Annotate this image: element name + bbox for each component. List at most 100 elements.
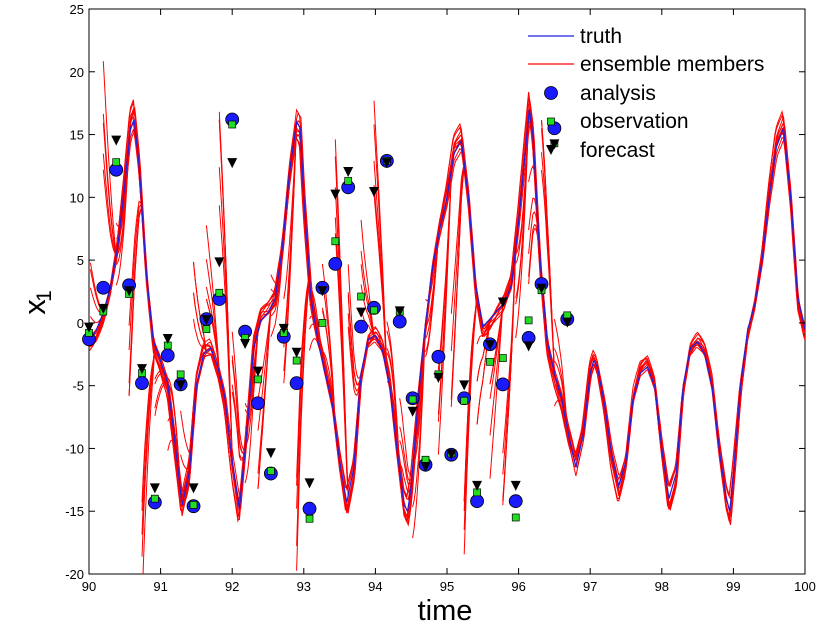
y-tick-label: 10 (70, 190, 84, 205)
ensemble-branch-line (399, 440, 414, 485)
observation-point (357, 292, 365, 301)
ensemble-branch-line (373, 193, 388, 372)
observation-point (292, 356, 301, 365)
forecast-point (510, 480, 521, 491)
legend-label-forecast: forecast (580, 139, 655, 162)
ensemble-branch-line (360, 219, 375, 337)
ensemble-branch-line (347, 326, 362, 397)
observation-point (331, 237, 340, 246)
ensemble-branch-line (244, 331, 259, 484)
ensemble-branch-line (142, 345, 156, 574)
forecast-point (149, 483, 160, 494)
ensemble-branch-line (205, 225, 220, 374)
ensemble-branch-line (489, 305, 504, 436)
ensemble-branch-line (193, 262, 207, 352)
forecast-point (330, 189, 341, 200)
analysis-point (392, 314, 407, 329)
ensemble-branch-line (141, 345, 156, 557)
ensemble-branch-line (399, 398, 414, 478)
ensemble-branch-line (218, 205, 233, 462)
legend-marker-observation (547, 117, 555, 126)
forecast-point (188, 483, 199, 494)
ensemble-member-line (89, 91, 805, 523)
observation-point (176, 370, 185, 379)
observation-point (151, 494, 159, 503)
forecast-point (343, 166, 354, 177)
observation-point (305, 514, 314, 523)
ensemble-branch-line (360, 250, 375, 337)
x-tick-label: 90 (82, 579, 96, 594)
ensemble-branch-line (489, 305, 504, 399)
ensemble-branch-line (450, 163, 465, 400)
observation-point (460, 396, 469, 405)
ensemble-branch-line (102, 153, 117, 256)
analysis-point (289, 376, 304, 391)
forecast-point (407, 406, 418, 417)
forecast-point (111, 135, 122, 146)
forecast-point (240, 338, 251, 349)
forecast-point (497, 297, 508, 308)
forecast-point (201, 315, 212, 326)
forecast-point (459, 380, 470, 391)
forecast-point (317, 286, 328, 297)
ensemble-branch-line (347, 313, 362, 392)
x-tick-label: 91 (153, 579, 167, 594)
legend-label-ensemble: ensemble members (580, 53, 764, 76)
x-axis-label: time (418, 595, 473, 627)
observation-point (511, 513, 520, 522)
ensemble-branch-line (476, 318, 491, 345)
ensemble-branch-line (489, 305, 504, 479)
observation-point (498, 354, 507, 362)
y-tick-label: 5 (77, 253, 84, 268)
ensemble-branch-line (102, 61, 117, 256)
ensemble-branch-line (205, 259, 220, 374)
ensemble-branch-line (141, 345, 156, 511)
ensemble-branch-line (399, 463, 414, 494)
x-tick-label: 97 (583, 579, 597, 594)
ensemble-branch-line (89, 341, 90, 344)
forecast-point (523, 341, 534, 352)
forecast-point (84, 322, 94, 333)
y-tick-label: 25 (70, 2, 84, 17)
x-tick-label: 93 (297, 579, 311, 594)
ensemble-branch-line (425, 236, 439, 302)
observation-point (112, 158, 121, 167)
legend: truth ensemble members analysis observat… (528, 25, 764, 162)
ensemble-branch-line (193, 292, 207, 352)
y-axis-label: x 1 (17, 290, 56, 315)
ensemble-branch-line (154, 382, 168, 416)
analysis-point (135, 376, 149, 391)
analysis-point (431, 349, 446, 364)
forecast-point (356, 307, 367, 318)
observation-point (486, 357, 494, 366)
forecast-point (162, 333, 173, 344)
ensemble-branch-line (347, 264, 362, 379)
ensemble-branch-line (412, 322, 426, 508)
x-tick-label: 100 (794, 579, 816, 594)
ensemble-branch-line (296, 277, 310, 486)
legend-label-truth: truth (580, 25, 622, 48)
y-tick-label: -20 (65, 567, 84, 582)
observation-point (215, 288, 224, 297)
observation-point (189, 501, 198, 509)
ensemble-branch-line (515, 116, 530, 255)
ensemble-branch-line (386, 330, 401, 472)
y-axis-label-main: x (17, 299, 52, 315)
forecast-point (265, 448, 276, 459)
analysis-point (508, 494, 523, 509)
observation-point (202, 325, 211, 334)
forecast-point (420, 462, 431, 473)
y-tick-label: -10 (65, 441, 84, 456)
forecast-point (472, 480, 483, 491)
ensemble-branch-line (193, 319, 207, 353)
forecast-point (446, 449, 457, 460)
x-tick-label: 92 (225, 579, 239, 594)
truth-line (89, 109, 805, 513)
forecast-point (549, 139, 560, 150)
forecast-point (304, 478, 315, 489)
y-tick-label: 15 (70, 128, 84, 143)
analysis-point (251, 396, 265, 411)
x-tick-label: 98 (655, 579, 669, 594)
ensemble-branch-line (347, 295, 362, 386)
